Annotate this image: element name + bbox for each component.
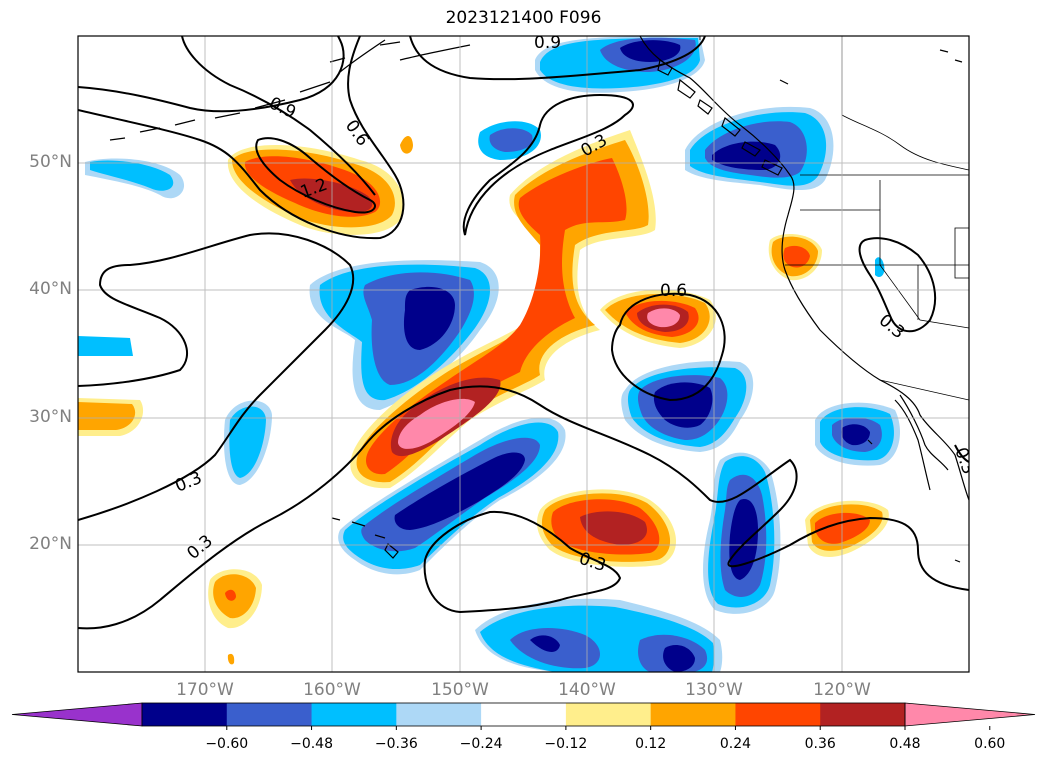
lon-label-140w: 140°W [558,680,616,700]
colorbar-segment [565,703,652,726]
colorbar-frame [141,702,906,727]
lon-label-170w: 170°W [176,680,234,700]
anomaly-negative-south [338,417,566,575]
colorbar-segment [396,703,482,726]
contour-label: 0.6 [660,281,687,301]
colorbar-segment [142,703,228,726]
colorbar-tick-label: −0.48 [290,736,333,752]
shaded-anomalies [78,36,900,672]
colorbar-extend-low [11,702,143,727]
colorbar-tick-label: −0.36 [374,736,418,752]
lon-label-130w: 130°W [685,680,743,700]
anomaly-negative-ne [685,106,834,190]
colorbar-tick-label: 0.48 [889,736,921,752]
colorbar-segment [226,703,313,726]
anomaly-negative-central [309,260,499,410]
lon-label-150w: 150°W [431,680,489,700]
colorbar [11,702,1036,730]
contour-lines [78,36,969,630]
colorbar-segment [481,703,567,726]
colorbar-extend-high [904,702,1036,727]
lon-label-120w: 120°W [813,680,871,700]
colorbar-tick-label: −0.60 [205,736,249,752]
colorbar-segment [820,703,906,726]
anomaly-positive-east [600,289,716,348]
contour-label: 0.9 [534,33,561,53]
anomaly-negative-west [85,158,185,199]
lat-label-50n: 50°N [29,152,72,172]
lat-label-40n: 40°N [29,279,72,299]
colorbar-tick-label: 0.60 [974,736,1006,752]
colorbar-tick-label: 0.12 [635,736,667,752]
colorbar-tick-label: −0.24 [459,736,503,752]
lat-label-20n: 20°N [29,534,72,554]
map-frame [77,35,970,673]
coastlines [109,36,969,563]
colorbar-segment [735,703,821,726]
lon-label-160w: 160°W [303,680,361,700]
colorbar-segment [311,703,397,726]
plot-title: 2023121400 F096 [445,8,602,28]
colorbar-segment [650,703,736,726]
colorbar-tick-label: 0.24 [719,736,752,752]
colorbar-tick-label: 0.36 [804,736,836,752]
lat-label-30n: 30°N [29,407,72,427]
borders [699,36,969,401]
anomaly-negative-east [621,360,754,452]
colorbar-tick-label: −0.12 [544,736,588,752]
